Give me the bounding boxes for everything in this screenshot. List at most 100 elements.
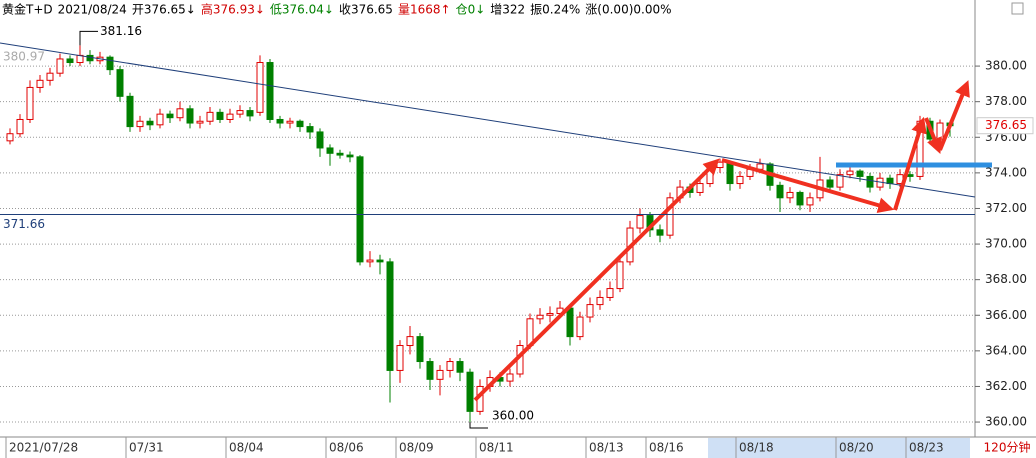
candle-body [106, 56, 114, 71]
header-field: 开376.65↓ [132, 3, 196, 17]
candle-body [56, 58, 64, 74]
candle-body [536, 314, 544, 320]
candle-body [416, 336, 424, 363]
max-pointer [79, 30, 98, 46]
candle-body [256, 62, 264, 113]
candle-body [856, 170, 864, 177]
candle-body [296, 120, 304, 128]
header-field: 2021/08/24 [58, 3, 127, 17]
grid: 360.00 362.00 364.00 366.00 368.00 370.00 372.… [0, 59, 1027, 458]
y-tick-label: 372.00 [985, 201, 1027, 215]
candle-body [456, 361, 464, 373]
candle-body [116, 69, 124, 97]
candle-body [696, 183, 704, 193]
x-tick-label: 07/31 [129, 441, 164, 455]
header-field: 黄金T+D [2, 2, 53, 17]
candle-body [86, 54, 94, 62]
candle-body [666, 197, 674, 236]
candle-body [546, 312, 554, 316]
header-field: 涨(0.00)0.00% [585, 2, 671, 17]
header: 黄金T+D 2021/08/24 开376.65↓ 高376.93↓ 低376.04↓ 收… [2, 2, 672, 17]
candle-body [576, 316, 584, 338]
candle-body [586, 304, 594, 318]
candle-body [346, 154, 354, 158]
x-tick-label: 08/23 [909, 441, 944, 455]
x-tick-label: 08/09 [399, 441, 434, 455]
arrow [893, 116, 927, 211]
candle-body [16, 118, 24, 135]
header-field: 仓0↓ [456, 3, 486, 17]
candle-body [246, 110, 254, 117]
candle-body [36, 79, 44, 88]
level-label: 371.66 [3, 217, 45, 231]
x-tick-label: 08/18 [739, 441, 774, 455]
candle-body [466, 371, 474, 412]
y-tick-label: 374.00 [985, 165, 1027, 179]
candle-body [786, 191, 794, 199]
max-label: 381.16 [100, 24, 142, 38]
candle-body [156, 113, 164, 126]
min-pointer [469, 422, 488, 429]
candle-body [236, 110, 244, 115]
candle-body [806, 197, 814, 206]
y-tick-label: 364.00 [985, 343, 1027, 357]
y-tick-label: 368.00 [985, 272, 1027, 286]
header-field: 低376.04↓ [270, 3, 334, 17]
last-price-label: 376.65 [985, 118, 1027, 132]
candle-body [796, 191, 804, 206]
candle-body [206, 111, 214, 122]
candle-body [616, 261, 624, 290]
candle-body [196, 120, 204, 124]
candle-body [46, 72, 54, 81]
x-tick-label: 2021/07/28 [9, 441, 78, 455]
candle-body [606, 288, 614, 298]
candle-body [716, 161, 724, 169]
annotations: 371.66 380.97 381.16 360.00 376.65 [0, 24, 1034, 429]
x-tick-label: 08/11 [479, 441, 514, 455]
candle-body [506, 373, 514, 382]
y-tick-label: 362.00 [985, 379, 1027, 393]
candle-body [836, 174, 844, 188]
candle-body [146, 120, 154, 126]
trend-line [0, 42, 976, 198]
arrows [473, 80, 970, 402]
candle-body [216, 111, 224, 120]
candle-body [936, 122, 944, 140]
candle-body [846, 170, 854, 176]
candle-body [326, 147, 334, 154]
last-price-box [976, 117, 1034, 135]
candle-body [176, 108, 184, 119]
candle-body [26, 86, 34, 120]
y-tick-label: 366.00 [985, 308, 1027, 322]
header-field: 高376.93↓ [201, 2, 265, 17]
y-tick-label: 380.00 [985, 59, 1027, 73]
candle-body [396, 345, 404, 371]
x-tick-label: 08/13 [589, 441, 624, 455]
x-tick-label: 08/04 [229, 441, 264, 455]
ref-label: 380.97 [3, 50, 45, 64]
candle-body [656, 229, 664, 236]
header-field: 增322 [490, 3, 525, 17]
header-field: 量1668↑ [398, 3, 451, 17]
candle-body [336, 152, 344, 156]
candle-body [826, 179, 834, 188]
x-tick-label: 08/16 [649, 441, 684, 455]
candle-body [226, 113, 234, 120]
candle-body [136, 120, 144, 128]
candle-body [436, 369, 444, 380]
candle-body [66, 58, 74, 64]
arrow [924, 117, 942, 154]
panel-icon [1011, 2, 1024, 15]
candle-body [276, 118, 284, 124]
candle-body [366, 259, 374, 263]
candle-body [386, 261, 394, 371]
candle-body [866, 175, 874, 188]
header-field: 振0.24% [530, 3, 580, 17]
selection-band [708, 438, 970, 458]
arrow [473, 158, 720, 402]
arrow [721, 158, 895, 214]
arrow [938, 80, 970, 151]
candle-body [376, 259, 384, 263]
